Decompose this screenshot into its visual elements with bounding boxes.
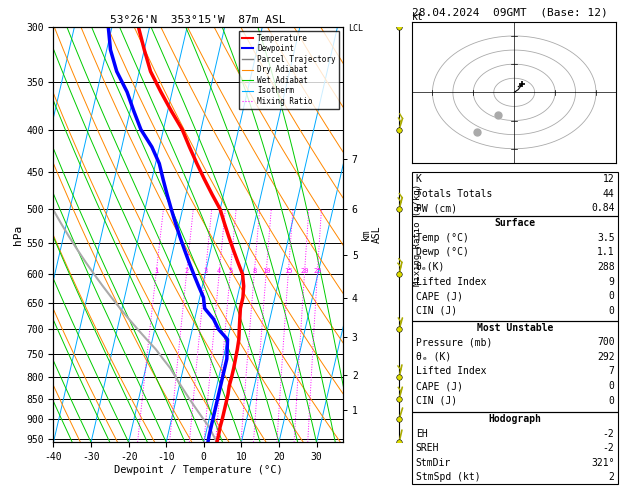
Text: K: K <box>416 174 421 184</box>
Text: SREH: SREH <box>416 443 439 453</box>
Text: Totals Totals: Totals Totals <box>416 189 492 199</box>
Text: Lifted Index: Lifted Index <box>416 366 486 377</box>
Text: CIN (J): CIN (J) <box>416 396 457 406</box>
Text: 3: 3 <box>203 268 208 275</box>
Text: 25: 25 <box>313 268 321 275</box>
Text: θₑ (K): θₑ (K) <box>416 352 451 362</box>
Text: 292: 292 <box>597 352 615 362</box>
Y-axis label: km
ASL: km ASL <box>360 226 382 243</box>
Text: kt: kt <box>412 12 424 22</box>
Bar <box>412 172 618 216</box>
Text: 8: 8 <box>252 268 256 275</box>
Text: 1: 1 <box>154 268 158 275</box>
Text: Temp (°C): Temp (°C) <box>416 233 469 243</box>
Text: 15: 15 <box>284 268 292 275</box>
Text: 3.5: 3.5 <box>597 233 615 243</box>
Text: Most Unstable: Most Unstable <box>477 323 554 333</box>
Text: 0.84: 0.84 <box>591 203 615 213</box>
Text: 2: 2 <box>609 472 615 483</box>
Text: θₑ(K): θₑ(K) <box>416 262 445 272</box>
Text: 10: 10 <box>262 268 270 275</box>
Text: LCL: LCL <box>348 24 364 33</box>
Bar <box>412 321 618 412</box>
Text: 5: 5 <box>228 268 232 275</box>
Text: 4: 4 <box>217 268 221 275</box>
Text: 321°: 321° <box>591 458 615 468</box>
Text: Lifted Index: Lifted Index <box>416 277 486 287</box>
Text: 0: 0 <box>609 306 615 316</box>
Text: 700: 700 <box>597 337 615 347</box>
Text: CIN (J): CIN (J) <box>416 306 457 316</box>
Legend: Temperature, Dewpoint, Parcel Trajectory, Dry Adiabat, Wet Adiabat, Isotherm, Mi: Temperature, Dewpoint, Parcel Trajectory… <box>239 31 339 109</box>
Text: 44: 44 <box>603 189 615 199</box>
Text: Hodograph: Hodograph <box>489 414 542 424</box>
Text: StmDir: StmDir <box>416 458 451 468</box>
Y-axis label: hPa: hPa <box>13 225 23 244</box>
Bar <box>412 412 618 484</box>
Text: 0: 0 <box>609 381 615 391</box>
Text: 9: 9 <box>609 277 615 287</box>
Text: Surface: Surface <box>494 218 536 228</box>
Text: 20: 20 <box>300 268 309 275</box>
Text: 288: 288 <box>597 262 615 272</box>
Text: Pressure (mb): Pressure (mb) <box>416 337 492 347</box>
Text: StmSpd (kt): StmSpd (kt) <box>416 472 481 483</box>
Text: Mixing Ratio (g/kg): Mixing Ratio (g/kg) <box>413 183 423 286</box>
Text: 0: 0 <box>609 396 615 406</box>
Text: 12: 12 <box>603 174 615 184</box>
Text: 0: 0 <box>609 291 615 301</box>
Text: CAPE (J): CAPE (J) <box>416 291 463 301</box>
Text: CAPE (J): CAPE (J) <box>416 381 463 391</box>
Text: -2: -2 <box>603 443 615 453</box>
Text: 7: 7 <box>609 366 615 377</box>
Text: 2: 2 <box>184 268 189 275</box>
Title: 53°26'N  353°15'W  87m ASL: 53°26'N 353°15'W 87m ASL <box>110 15 286 25</box>
Text: -2: -2 <box>603 429 615 439</box>
Text: EH: EH <box>416 429 428 439</box>
X-axis label: Dewpoint / Temperature (°C): Dewpoint / Temperature (°C) <box>114 465 282 475</box>
Text: Dewp (°C): Dewp (°C) <box>416 247 469 258</box>
Text: PW (cm): PW (cm) <box>416 203 457 213</box>
Bar <box>412 216 618 321</box>
Text: 1.1: 1.1 <box>597 247 615 258</box>
Text: 28.04.2024  09GMT  (Base: 12): 28.04.2024 09GMT (Base: 12) <box>412 7 608 17</box>
